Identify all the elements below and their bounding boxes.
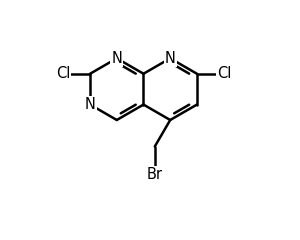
- Text: Br: Br: [147, 167, 163, 182]
- Text: N: N: [85, 97, 95, 112]
- Text: Cl: Cl: [217, 66, 231, 81]
- Text: Cl: Cl: [56, 66, 70, 81]
- Text: N: N: [111, 51, 122, 66]
- Text: N: N: [165, 51, 176, 66]
